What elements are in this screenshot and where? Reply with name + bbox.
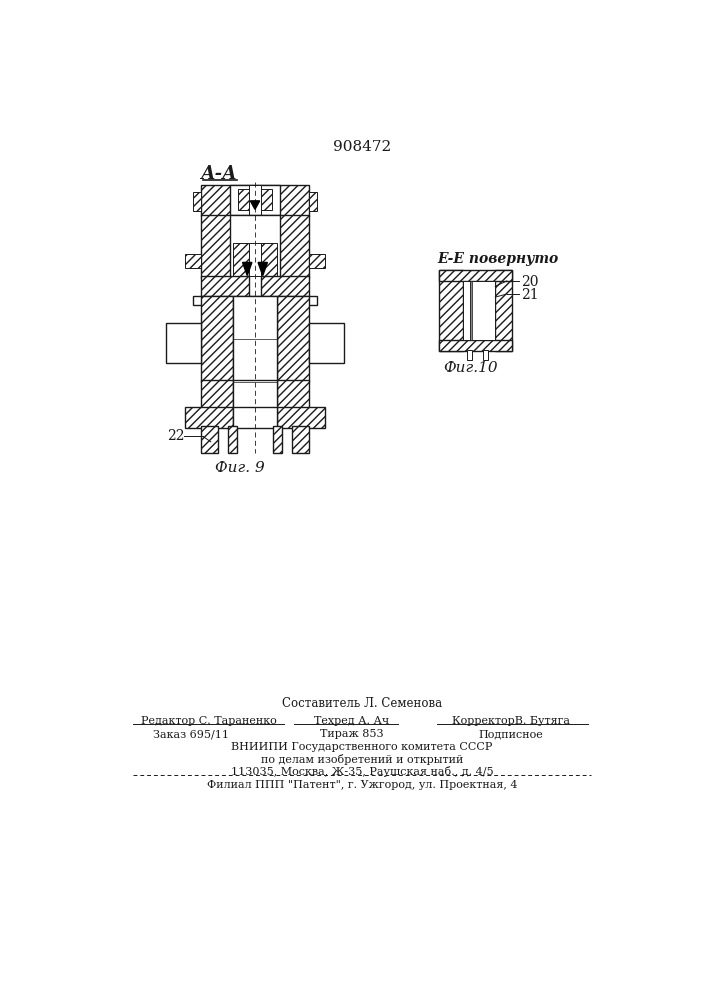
- Text: ВНИИПИ Государственного комитета СССР: ВНИИПИ Государственного комитета СССР: [231, 742, 493, 752]
- Bar: [464, 281, 495, 340]
- Bar: [228, 426, 237, 453]
- Bar: [438, 270, 464, 351]
- Polygon shape: [243, 262, 252, 276]
- Bar: [166, 323, 201, 363]
- Bar: [261, 243, 276, 278]
- Text: А-А: А-А: [200, 165, 237, 183]
- Polygon shape: [250, 201, 259, 209]
- Bar: [201, 296, 233, 382]
- Bar: [292, 426, 309, 453]
- Bar: [185, 407, 233, 428]
- Bar: [464, 281, 469, 340]
- Bar: [201, 215, 309, 278]
- Bar: [233, 380, 276, 409]
- Bar: [309, 254, 325, 268]
- Bar: [233, 296, 276, 382]
- Bar: [201, 380, 233, 409]
- Bar: [201, 276, 249, 297]
- Bar: [185, 254, 201, 268]
- Text: 21: 21: [521, 288, 539, 302]
- Bar: [249, 243, 261, 278]
- Text: Техред А. Ач: Техред А. Ач: [314, 716, 390, 726]
- Bar: [201, 426, 218, 453]
- Bar: [261, 276, 309, 297]
- Text: Редактор С. Тараненко: Редактор С. Тараненко: [141, 716, 276, 726]
- Bar: [483, 350, 488, 360]
- Text: 20: 20: [521, 275, 538, 289]
- Bar: [309, 192, 317, 211]
- Bar: [438, 270, 513, 281]
- Text: Заказ 695/11: Заказ 695/11: [153, 729, 230, 739]
- Text: Фиг.10: Фиг.10: [443, 361, 498, 375]
- Bar: [238, 189, 253, 210]
- Text: 908472: 908472: [333, 140, 391, 154]
- Bar: [309, 323, 344, 363]
- Text: Е-Е повернуто: Е-Е повернуто: [437, 252, 559, 266]
- Text: Фиг. 9: Фиг. 9: [215, 461, 264, 475]
- Bar: [230, 185, 280, 216]
- Polygon shape: [258, 262, 267, 276]
- Bar: [233, 243, 249, 278]
- Text: 22: 22: [167, 429, 185, 443]
- Bar: [193, 296, 317, 305]
- Bar: [230, 215, 280, 278]
- Bar: [257, 189, 272, 210]
- Bar: [276, 380, 309, 409]
- Bar: [276, 407, 325, 428]
- Text: КорректорВ. Бутяга: КорректорВ. Бутяга: [452, 716, 570, 726]
- Bar: [232, 296, 279, 305]
- Text: Составитель Л. Семенова: Составитель Л. Семенова: [282, 697, 442, 710]
- Bar: [438, 340, 513, 351]
- Text: Тираж 853: Тираж 853: [320, 729, 384, 739]
- Text: Подписное: Подписное: [479, 729, 543, 739]
- Bar: [193, 192, 201, 211]
- Bar: [233, 407, 276, 428]
- Bar: [495, 270, 513, 351]
- Bar: [249, 276, 261, 297]
- Bar: [201, 185, 309, 216]
- Text: Филиал ППП "Патент", г. Ужгород, ул. Проектная, 4: Филиал ППП "Патент", г. Ужгород, ул. Про…: [206, 780, 518, 790]
- Text: по делам изобретений и открытий: по делам изобретений и открытий: [261, 754, 463, 765]
- Bar: [273, 426, 282, 453]
- Bar: [467, 350, 472, 360]
- Bar: [249, 185, 261, 216]
- Bar: [469, 281, 472, 340]
- Bar: [276, 296, 309, 382]
- Text: 113035, Москва, Ж-35, Раушская наб., д. 4/5: 113035, Москва, Ж-35, Раушская наб., д. …: [230, 766, 493, 777]
